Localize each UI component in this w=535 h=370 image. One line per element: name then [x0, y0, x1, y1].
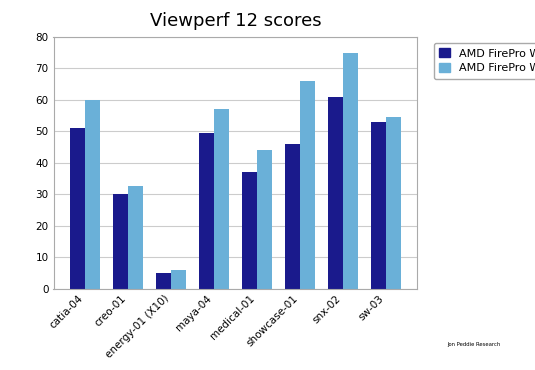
Bar [300, 81, 315, 289]
Bar [285, 144, 300, 289]
Bar [386, 117, 401, 289]
Bar [128, 186, 143, 289]
Legend: AMD FirePro W9000, AMD FirePro W9100: AMD FirePro W9000, AMD FirePro W9100 [434, 43, 535, 79]
Bar [156, 273, 171, 289]
Bar [214, 109, 229, 289]
Bar [257, 150, 272, 289]
Bar [328, 97, 343, 289]
Bar [371, 122, 386, 289]
Bar [113, 194, 128, 289]
Bar [70, 128, 85, 289]
Text: Jon Peddie Research: Jon Peddie Research [447, 342, 500, 347]
Bar [428, 334, 519, 355]
Bar [242, 172, 257, 289]
Bar [343, 53, 358, 289]
Bar [85, 100, 100, 289]
Title: Viewperf 12 scores: Viewperf 12 scores [150, 12, 321, 30]
Bar [171, 270, 186, 289]
Text: JPR: JPR [453, 297, 494, 317]
Bar [199, 133, 214, 289]
